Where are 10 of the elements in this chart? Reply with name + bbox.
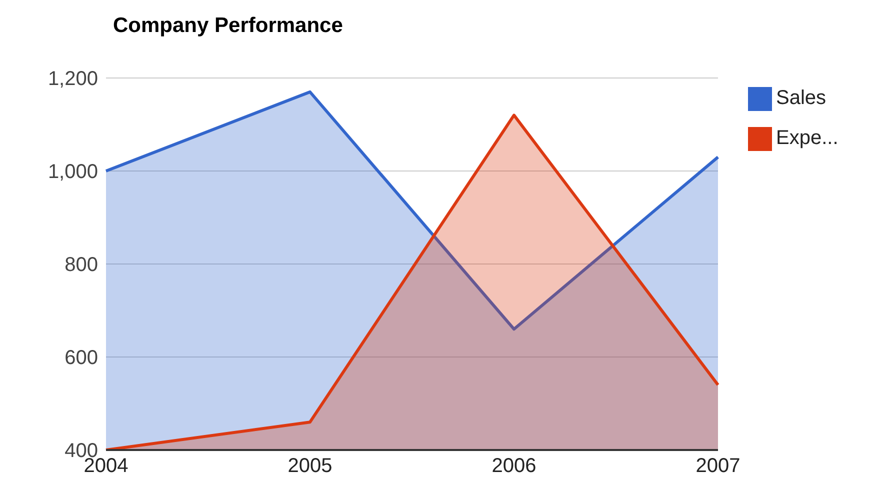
x-tick-label: 2005: [288, 455, 332, 478]
chart-title: Company Performance: [113, 14, 343, 38]
legend-label: Expe...: [776, 127, 838, 149]
x-tick-label: 2006: [492, 455, 536, 478]
y-tick-label: 600: [64, 347, 98, 370]
x-tick-label: 2007: [696, 455, 740, 478]
y-tick-label: 800: [64, 254, 98, 276]
y-tick-label: 1,000: [48, 161, 98, 184]
legend-label: Sales: [776, 87, 826, 109]
y-tick-label: 1,200: [48, 68, 98, 90]
